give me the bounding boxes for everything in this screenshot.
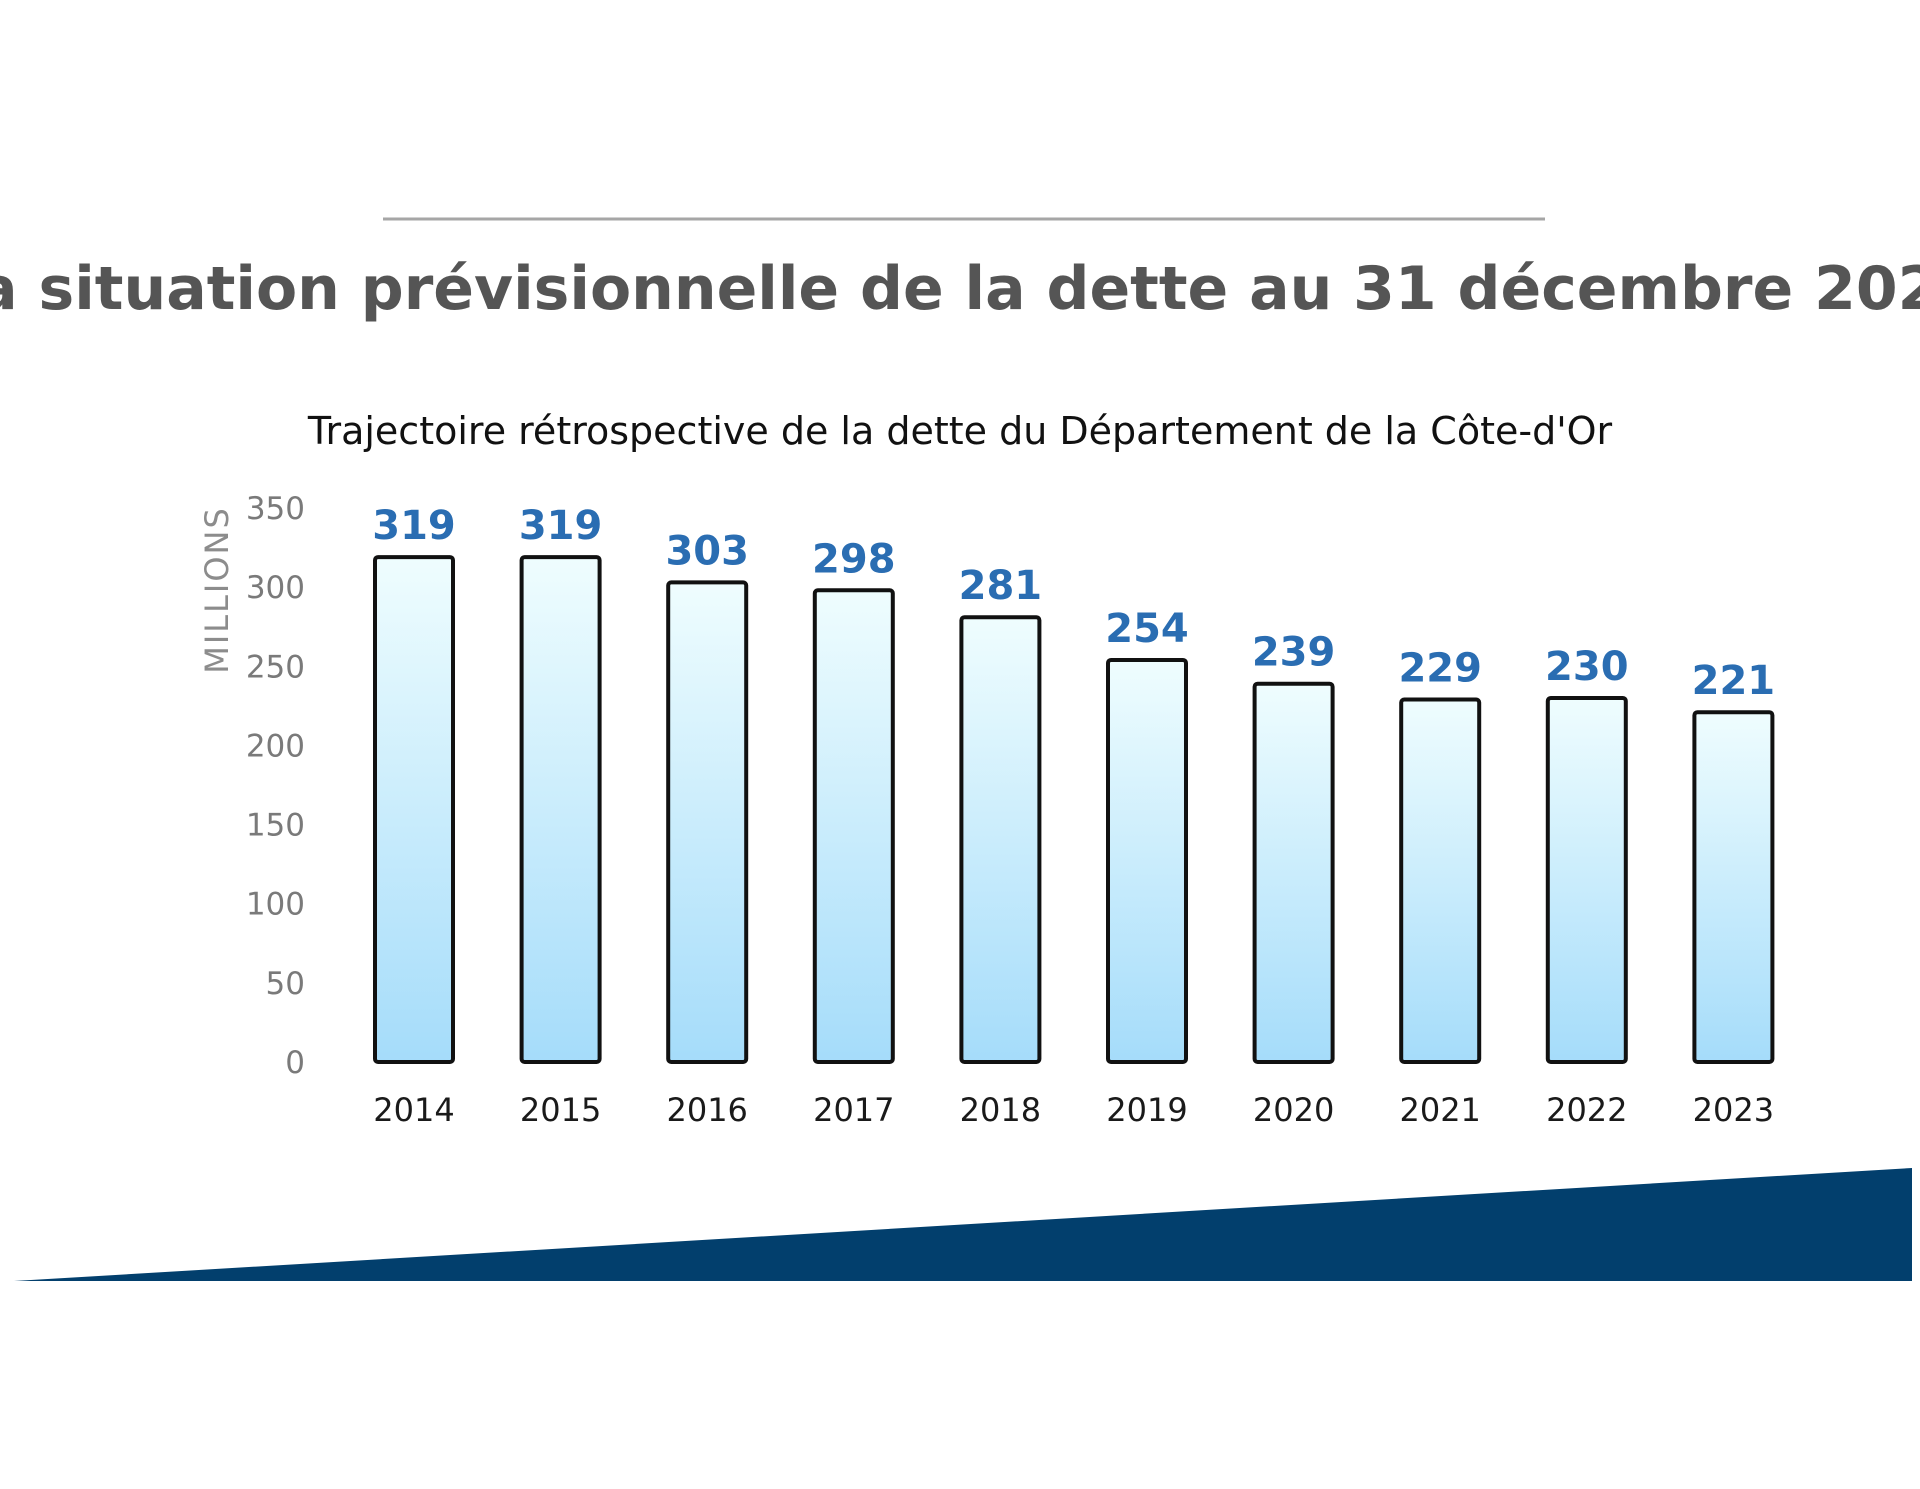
data-labels: 319 319 303 298 281 254 239 229 230 221 bbox=[372, 503, 1775, 704]
y-tick-label: 300 bbox=[246, 570, 305, 606]
y-tick-label: 150 bbox=[246, 808, 305, 844]
data-label-2019: 254 bbox=[1105, 606, 1189, 652]
bar-2019 bbox=[1106, 657, 1188, 1064]
bar-2022 bbox=[1545, 695, 1628, 1064]
data-label-2021: 229 bbox=[1398, 646, 1482, 692]
x-tick-label-2021: 2021 bbox=[1399, 1091, 1480, 1129]
x-tick-label-2018: 2018 bbox=[960, 1091, 1041, 1129]
y-tick-label: 50 bbox=[266, 966, 305, 1002]
x-axis-ticks: 2014 2015 2016 2017 2018 2019 2020 2021 2022 2023 bbox=[373, 1091, 1774, 1129]
y-tick-label: 0 bbox=[285, 1045, 305, 1081]
data-label-2022: 230 bbox=[1545, 644, 1629, 690]
bar-2021 bbox=[1399, 697, 1482, 1064]
y-axis-ticks: 0 50 100 150 200 250 300 350 bbox=[246, 491, 305, 1081]
y-tick-label: 200 bbox=[246, 728, 305, 764]
y-tick-label: 250 bbox=[246, 649, 305, 685]
x-tick-label-2023: 2023 bbox=[1693, 1091, 1774, 1129]
x-tick-label-2019: 2019 bbox=[1106, 1091, 1187, 1129]
data-label-2020: 239 bbox=[1252, 630, 1336, 676]
bar-2018 bbox=[959, 615, 1042, 1065]
bar-chart: Trajectoire rétrospective de la dette du… bbox=[198, 409, 1775, 1129]
data-label-2018: 281 bbox=[959, 563, 1043, 609]
data-label-2014: 319 bbox=[372, 503, 456, 549]
chart-title: Trajectoire rétrospective de la dette du… bbox=[307, 409, 1613, 453]
slide-title: La situation prévisionnelle de la dette … bbox=[0, 254, 1920, 324]
data-label-2023: 221 bbox=[1692, 658, 1776, 704]
data-label-2016: 303 bbox=[665, 528, 749, 574]
y-tick-label: 100 bbox=[246, 887, 305, 923]
bar-2016 bbox=[666, 580, 749, 1064]
x-tick-label-2016: 2016 bbox=[666, 1091, 747, 1129]
bar-2015 bbox=[519, 555, 602, 1064]
bar-2020 bbox=[1252, 681, 1335, 1064]
bar-2017 bbox=[812, 588, 895, 1065]
x-tick-label-2022: 2022 bbox=[1546, 1091, 1627, 1129]
bar-2014 bbox=[373, 555, 455, 1064]
bar-2023 bbox=[1692, 710, 1775, 1065]
bar-series bbox=[373, 555, 1775, 1065]
y-tick-label: 350 bbox=[246, 491, 305, 527]
data-label-2017: 298 bbox=[812, 536, 896, 582]
x-tick-label-2017: 2017 bbox=[813, 1091, 894, 1129]
data-label-2015: 319 bbox=[519, 503, 603, 549]
y-axis-label: MILLIONS bbox=[198, 506, 236, 674]
x-tick-label-2015: 2015 bbox=[520, 1091, 601, 1129]
x-tick-label-2014: 2014 bbox=[373, 1091, 454, 1129]
decorative-band bbox=[14, 1168, 1912, 1281]
x-tick-label-2020: 2020 bbox=[1253, 1091, 1334, 1129]
